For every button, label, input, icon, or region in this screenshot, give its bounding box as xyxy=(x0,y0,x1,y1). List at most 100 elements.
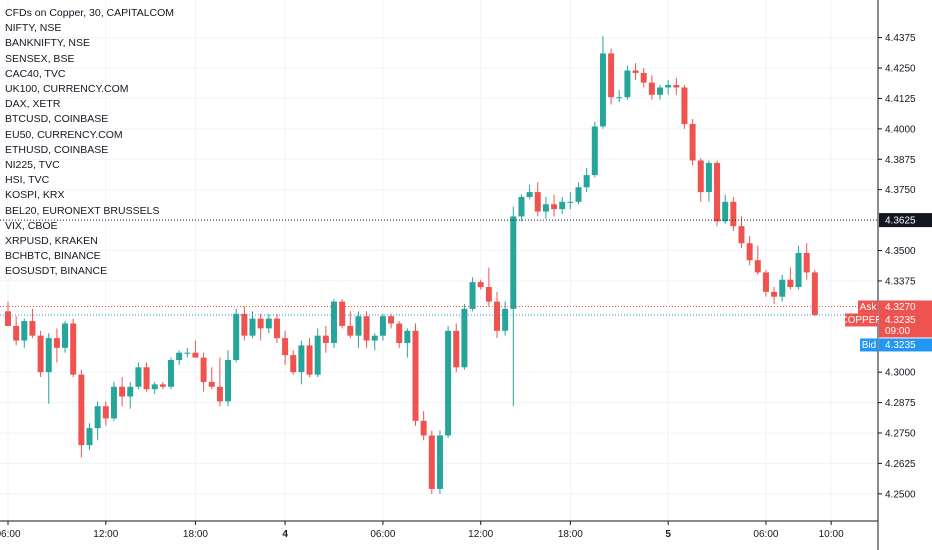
legend-symbol[interactable]: DAX, XETR xyxy=(5,98,61,111)
candle-body xyxy=(143,367,150,390)
candle xyxy=(803,243,810,280)
legend-symbol[interactable]: BEL20, EURONEXT BRUSSELS xyxy=(5,204,160,217)
legend: CFDs on Copper, 30, CAPITALCOM NIFTY, NS… xyxy=(5,6,174,280)
y-tick-label: 4.3875 xyxy=(885,155,916,166)
candle xyxy=(5,301,11,326)
candle xyxy=(29,308,36,339)
candle-body xyxy=(754,260,761,273)
y-tick-label: 4.4375 xyxy=(885,33,916,44)
candle xyxy=(102,401,109,426)
candle xyxy=(21,318,28,348)
x-tick-label: 18:00 xyxy=(558,529,583,540)
candle-body xyxy=(363,316,370,341)
y-tick-label: 4.4250 xyxy=(885,64,916,75)
candle-body xyxy=(94,406,101,429)
candle-body xyxy=(510,216,517,309)
chart-title[interactable]: CFDs on Copper, 30, CAPITALCOM xyxy=(5,7,175,19)
candle-body xyxy=(192,352,199,358)
candle xyxy=(110,381,117,421)
candle xyxy=(526,184,533,200)
candle-body xyxy=(673,85,680,88)
candle-body xyxy=(551,204,558,210)
candle xyxy=(200,352,207,392)
candle-body xyxy=(559,201,566,210)
candle-body xyxy=(379,316,386,336)
price-axis[interactable]: 4.4375 4.4250 4.4125 4.4000 4.3875 4.3750 4.35… xyxy=(877,0,916,550)
candle xyxy=(233,308,240,363)
candle-body xyxy=(29,321,36,336)
candle xyxy=(388,313,395,329)
legend-symbol[interactable]: HSI, TVC xyxy=(5,174,50,187)
candle xyxy=(583,167,590,193)
ask-label: Ask xyxy=(860,302,878,313)
candle xyxy=(518,194,525,222)
candle xyxy=(404,328,411,358)
legend-symbol[interactable]: NIFTY, NSE xyxy=(5,22,62,35)
candle xyxy=(265,313,272,334)
candle-body xyxy=(110,386,117,419)
candle-body xyxy=(640,72,647,83)
candle-body xyxy=(608,53,615,98)
candle-body xyxy=(811,272,818,315)
legend-symbol[interactable]: XRPUSD, KRAKEN xyxy=(5,235,98,248)
candle-body xyxy=(534,192,541,212)
y-tick-label: 4.3375 xyxy=(885,276,916,287)
candle xyxy=(62,321,69,353)
candle xyxy=(461,304,468,370)
y-tick-label: 4.3500 xyxy=(885,246,916,257)
candle xyxy=(494,291,500,339)
candle xyxy=(436,430,443,494)
candle-body xyxy=(681,87,688,124)
legend-symbol[interactable]: NI225, TVC xyxy=(5,159,60,172)
candle-body xyxy=(176,352,183,361)
candle-body xyxy=(306,345,313,375)
legend-symbol[interactable]: BTCUSD, COINBASE xyxy=(5,113,109,126)
legend-symbol[interactable]: UK100, CURRENCY.COM xyxy=(5,83,129,96)
candle xyxy=(665,80,672,95)
candle xyxy=(86,423,93,451)
y-tick-label: 4.2875 xyxy=(885,398,916,409)
candle xyxy=(608,48,615,105)
candle xyxy=(477,279,484,290)
candle xyxy=(787,267,794,290)
candle-body xyxy=(371,335,378,341)
candle xyxy=(37,330,44,378)
candle xyxy=(127,381,134,409)
legend-symbol[interactable]: EU50, CURRENCY.COM xyxy=(5,128,123,141)
candle xyxy=(542,196,549,219)
legend-symbol[interactable]: VIX, CBOE xyxy=(5,219,58,232)
legend-symbol[interactable]: KOSPI, KRX xyxy=(5,189,65,202)
candle xyxy=(94,401,101,441)
candle-body xyxy=(469,282,476,309)
candle xyxy=(616,89,623,103)
candle xyxy=(697,158,704,202)
candle xyxy=(306,338,313,378)
candle xyxy=(705,160,712,202)
candle xyxy=(567,192,574,210)
legend-symbol[interactable]: EOSUSDT, BINANCE xyxy=(5,265,108,278)
candle xyxy=(314,328,321,378)
x-tick-label: 12:00 xyxy=(468,529,493,540)
legend-symbol[interactable]: SENSEX, BSE xyxy=(5,52,75,65)
candle-body xyxy=(249,318,256,336)
candle xyxy=(322,325,329,353)
legend-symbol[interactable]: ETHUSD, COINBASE xyxy=(5,143,109,156)
candle-body xyxy=(168,360,174,387)
candle-body xyxy=(648,82,655,95)
legend-symbol[interactable]: BCHBTC, BINANCE xyxy=(5,250,101,263)
legend-symbol[interactable]: CAC40, TVC xyxy=(5,67,66,80)
candle xyxy=(599,36,606,129)
candle-body xyxy=(53,338,60,348)
candle-body xyxy=(461,308,468,368)
candle-body xyxy=(591,126,598,176)
time-axis[interactable]: 06:00 12:00 18:00 4 06:00 12:00 18:00 5 06:00 10:… xyxy=(0,520,878,540)
candle xyxy=(363,311,370,348)
y-tick-label: 4.3750 xyxy=(885,185,916,196)
candle-body xyxy=(45,338,52,373)
candle xyxy=(640,68,647,88)
legend-symbol[interactable]: BANKNIFTY, NSE xyxy=(5,37,90,50)
candle-body xyxy=(657,87,663,95)
candle-body xyxy=(5,311,11,326)
